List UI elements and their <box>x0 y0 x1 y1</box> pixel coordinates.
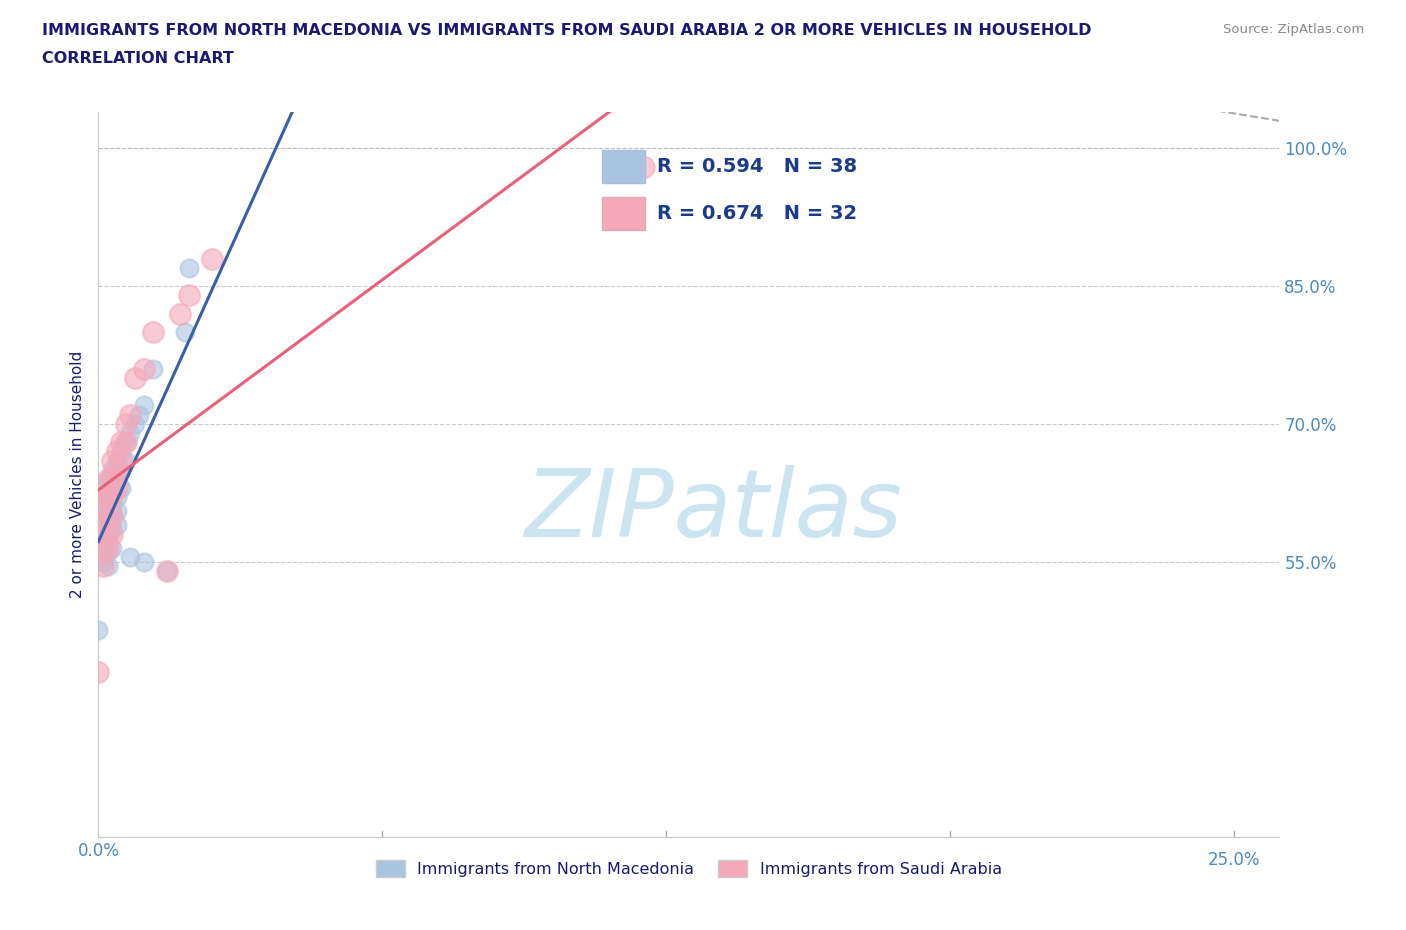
Point <box>101 540 124 555</box>
Text: R = 0.674   N = 32: R = 0.674 N = 32 <box>657 205 858 223</box>
Point <box>101 526 124 541</box>
Point <box>91 490 114 505</box>
Point <box>96 508 118 523</box>
Point <box>201 251 224 266</box>
Point <box>110 453 132 468</box>
Point <box>110 462 132 477</box>
Point <box>96 526 118 541</box>
Point <box>105 472 128 486</box>
Point <box>91 499 114 514</box>
Point <box>169 306 191 321</box>
Point <box>91 536 114 551</box>
Point <box>91 526 114 541</box>
Point <box>155 564 177 578</box>
Point <box>101 462 124 477</box>
Point <box>132 398 155 413</box>
Point <box>101 490 124 505</box>
Point <box>124 417 146 432</box>
Point <box>91 481 114 496</box>
Point <box>91 559 114 574</box>
Point <box>132 554 155 569</box>
Point <box>91 517 114 532</box>
Point <box>96 490 118 505</box>
Point <box>105 453 128 468</box>
Point <box>96 545 118 560</box>
Point <box>142 325 165 339</box>
Point <box>128 407 150 422</box>
Point <box>105 503 128 518</box>
Point <box>633 159 655 174</box>
Point <box>96 508 118 523</box>
Point <box>110 481 132 496</box>
Point <box>101 481 124 496</box>
Point <box>87 623 110 638</box>
Point <box>124 370 146 385</box>
Point <box>105 444 128 458</box>
Text: ZIPatlas: ZIPatlas <box>523 465 901 556</box>
Point <box>101 472 124 486</box>
Point <box>96 559 118 574</box>
Point <box>155 564 177 578</box>
Point <box>110 444 132 458</box>
Point <box>96 526 118 541</box>
Point <box>120 550 142 565</box>
Point <box>101 499 124 514</box>
Point <box>105 517 128 532</box>
Y-axis label: 2 or more Vehicles in Household: 2 or more Vehicles in Household <box>69 351 84 598</box>
Point <box>96 472 118 486</box>
Point <box>179 287 201 302</box>
Point <box>101 453 124 468</box>
Text: R = 0.594   N = 38: R = 0.594 N = 38 <box>657 157 858 177</box>
Text: CORRELATION CHART: CORRELATION CHART <box>42 51 233 66</box>
FancyBboxPatch shape <box>602 151 645 183</box>
Point <box>114 434 136 449</box>
Point <box>120 426 142 441</box>
Point <box>96 472 118 486</box>
Point <box>91 545 114 560</box>
Point <box>105 462 128 477</box>
Text: 25.0%: 25.0% <box>1208 851 1260 869</box>
Text: IMMIGRANTS FROM NORTH MACEDONIA VS IMMIGRANTS FROM SAUDI ARABIA 2 OR MORE VEHICL: IMMIGRANTS FROM NORTH MACEDONIA VS IMMIG… <box>42 23 1091 38</box>
Point <box>114 453 136 468</box>
Point <box>179 260 201 275</box>
Text: Source: ZipAtlas.com: Source: ZipAtlas.com <box>1223 23 1364 36</box>
Point <box>142 361 165 376</box>
Point <box>114 434 136 449</box>
Point <box>173 325 195 339</box>
Point <box>114 417 136 432</box>
Point <box>96 540 118 555</box>
Point <box>132 361 155 376</box>
Point <box>101 508 124 523</box>
Point <box>96 490 118 505</box>
Point <box>87 664 110 679</box>
Point <box>91 554 114 569</box>
Point <box>120 407 142 422</box>
Point <box>105 481 128 496</box>
Point <box>101 508 124 523</box>
Point <box>91 508 114 523</box>
Point <box>101 522 124 537</box>
Point <box>105 490 128 505</box>
Legend: Immigrants from North Macedonia, Immigrants from Saudi Arabia: Immigrants from North Macedonia, Immigra… <box>370 854 1008 883</box>
Point <box>110 434 132 449</box>
FancyBboxPatch shape <box>602 197 645 231</box>
